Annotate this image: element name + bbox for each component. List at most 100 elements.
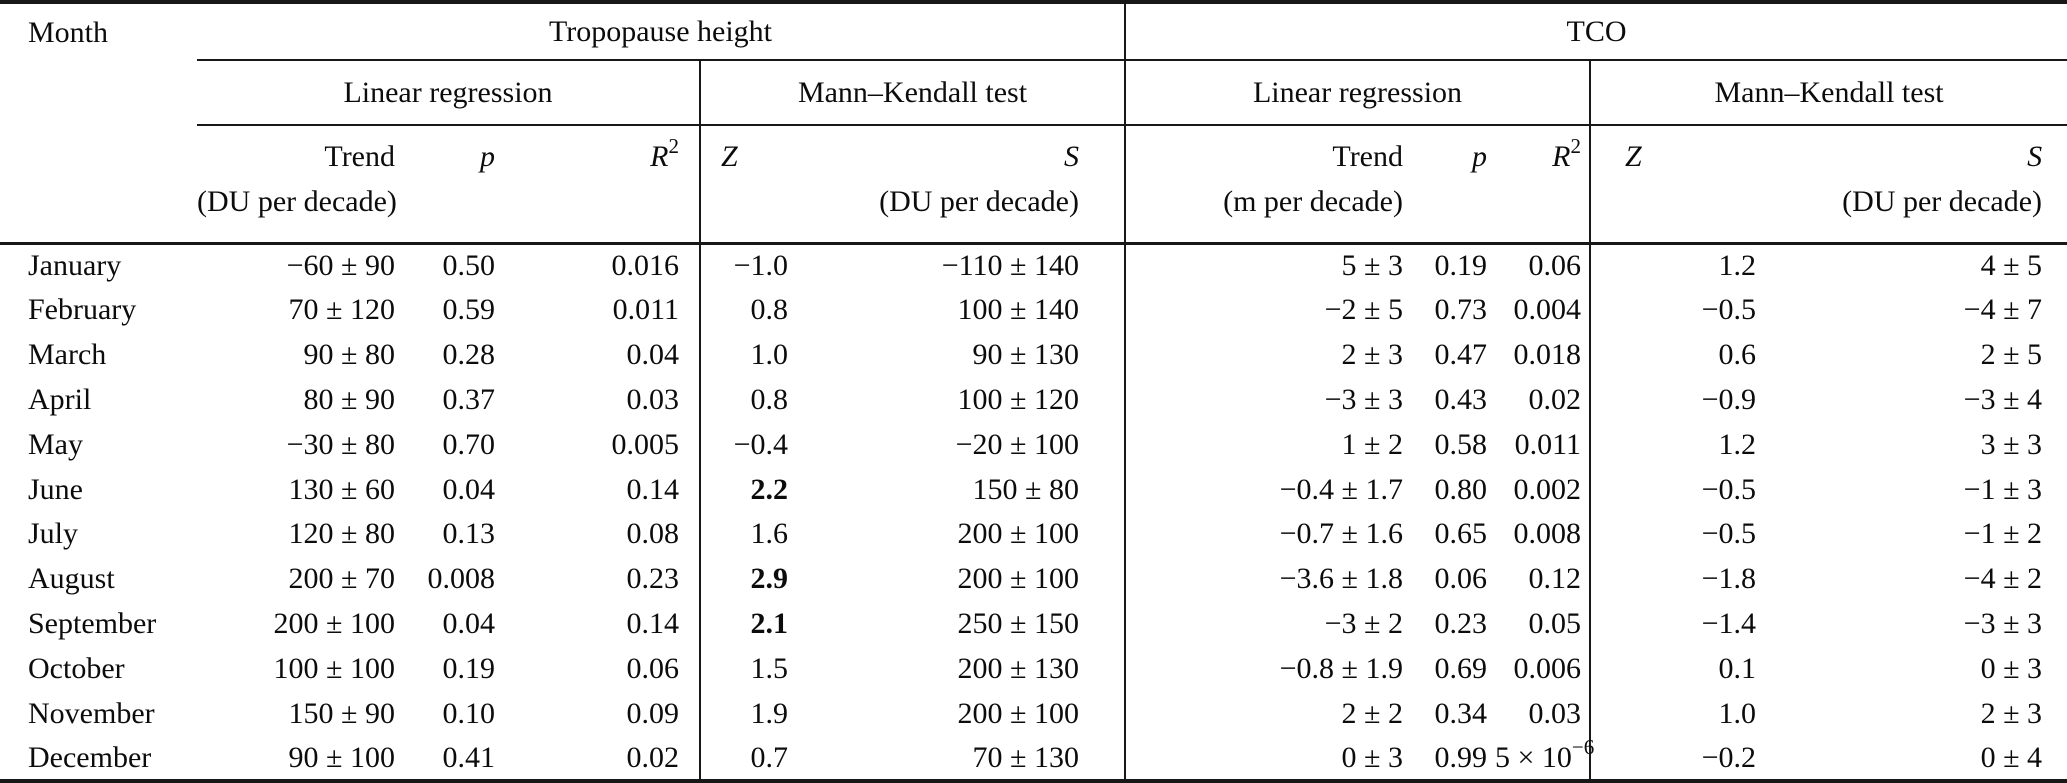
column-header-trop-z: Z bbox=[699, 125, 798, 245]
s-label: S bbox=[2027, 140, 2043, 174]
trop-z-cell: 1.6 bbox=[699, 512, 798, 557]
column-header-tco-p: p bbox=[1413, 125, 1495, 245]
table-row-december: December 90 ± 100 0.41 0.02 0.7 70 ± 130… bbox=[0, 736, 2067, 781]
trop-trend-cell: 150 ± 90 bbox=[288, 696, 395, 730]
trop-trend-cell: 80 ± 90 bbox=[303, 383, 395, 417]
subheader-trop-mann-kendall: Mann–Kendall test bbox=[699, 60, 1125, 127]
trend-unit: (m per decade) bbox=[1223, 185, 1403, 219]
column-header-tco-z: Z bbox=[1589, 125, 1768, 245]
trop-trend-cell: 200 ± 100 bbox=[273, 607, 395, 641]
tco-r2-cell: 0.05 bbox=[1528, 607, 1582, 641]
r-sup: 2 bbox=[1570, 134, 1582, 159]
tco-trend-cell: −0.8 ± 1.9 bbox=[1124, 646, 1413, 692]
tco-p-cell: 0.58 bbox=[1434, 427, 1488, 461]
trop-z-cell: 0.8 bbox=[699, 377, 798, 423]
trop-r2-cell: 0.04 bbox=[626, 338, 680, 372]
trop-trend-cell: 200 ± 70 bbox=[288, 562, 395, 596]
trop-p-cell: 0.13 bbox=[442, 517, 496, 551]
trop-r2-cell: 0.23 bbox=[626, 562, 680, 596]
trop-trend-cell: −30 ± 80 bbox=[286, 427, 395, 461]
trop-r2-cell: 0.02 bbox=[626, 740, 680, 774]
tco-p-cell: 0.43 bbox=[1434, 383, 1488, 417]
trop-z-cell: −0.4 bbox=[699, 422, 798, 468]
s-unit: (DU per decade) bbox=[879, 185, 1079, 219]
trop-z-cell: 0.8 bbox=[699, 288, 798, 333]
trop-s-cell: 200 ± 100 bbox=[957, 562, 1079, 596]
tco-r2-exponent: −6 bbox=[1571, 734, 1595, 759]
month-cell: March bbox=[28, 338, 107, 372]
r-sup: 2 bbox=[668, 134, 680, 159]
tco-z-cell: 0.1 bbox=[1589, 646, 1768, 692]
tco-trend-cell: −2 ± 5 bbox=[1124, 288, 1413, 333]
month-cell: October bbox=[28, 651, 125, 685]
r-label: R bbox=[650, 140, 669, 174]
trop-s-cell: 70 ± 130 bbox=[972, 740, 1079, 774]
trop-p-cell: 0.41 bbox=[442, 740, 496, 774]
trop-p-cell: 0.008 bbox=[427, 562, 496, 596]
trop-p-cell: 0.04 bbox=[442, 472, 496, 506]
trop-z-cell: 1.0 bbox=[699, 332, 798, 378]
r-label: R bbox=[1552, 140, 1571, 174]
trop-p-cell: 0.50 bbox=[442, 249, 496, 283]
tco-trend-cell: 2 ± 3 bbox=[1124, 332, 1413, 378]
group-header-row: Month Tropopause height TCO bbox=[0, 2, 2067, 245]
tco-s-cell: 3 ± 3 bbox=[1980, 427, 2043, 461]
tco-p-cell: 0.69 bbox=[1434, 651, 1488, 685]
month-cell: November bbox=[28, 696, 155, 730]
trop-p-cell: 0.70 bbox=[442, 427, 496, 461]
tco-r2-cell: 0.011 bbox=[1514, 427, 1581, 461]
tco-p-cell: 0.34 bbox=[1434, 696, 1488, 730]
trop-p-cell: 0.10 bbox=[442, 696, 496, 730]
column-header-row: Trend (DU per decade) p R2 Z S (DU per d… bbox=[0, 125, 2067, 245]
trop-z-cell: 1.5 bbox=[699, 646, 798, 692]
trop-s-cell: 100 ± 140 bbox=[957, 293, 1079, 327]
trend-label: Trend bbox=[1332, 140, 1403, 174]
p-label: p bbox=[1472, 140, 1487, 174]
trop-s-cell: 100 ± 120 bbox=[957, 383, 1079, 417]
p-label: p bbox=[480, 140, 495, 174]
trop-trend-cell: 100 ± 100 bbox=[273, 651, 395, 685]
tco-p-cell: 0.23 bbox=[1434, 607, 1488, 641]
tco-z-cell: 1.0 bbox=[1589, 691, 1768, 737]
month-cell: May bbox=[28, 427, 83, 461]
trop-r2-cell: 0.06 bbox=[626, 651, 680, 685]
trop-z-cell-significant: 2.2 bbox=[699, 467, 798, 513]
trop-s-cell: 200 ± 130 bbox=[957, 651, 1079, 685]
column-header-month: Month bbox=[0, 2, 197, 245]
table-row-november: November 150 ± 90 0.10 0.09 1.9 200 ± 10… bbox=[0, 691, 2067, 737]
tco-s-cell: −1 ± 2 bbox=[1963, 517, 2043, 551]
tco-s-cell: 0 ± 4 bbox=[1980, 740, 2043, 774]
tco-z-cell: 0.6 bbox=[1589, 332, 1768, 378]
tco-trend-cell: 1 ± 2 bbox=[1124, 422, 1413, 468]
column-header-trop-r2: R2 bbox=[505, 125, 700, 245]
group-header-tco: TCO bbox=[1123, 2, 2067, 62]
trop-p-cell: 0.59 bbox=[442, 293, 496, 327]
tco-r2-cell-scientific: 5 × 10−6 bbox=[1495, 736, 1594, 781]
column-header-tco-s: S (DU per decade) bbox=[1768, 125, 2067, 245]
tco-s-cell: −4 ± 2 bbox=[1963, 562, 2043, 596]
tco-r2-cell: 0.03 bbox=[1528, 696, 1582, 730]
trop-p-cell: 0.19 bbox=[442, 651, 496, 685]
trop-trend-cell: 130 ± 60 bbox=[288, 472, 395, 506]
tco-p-cell: 0.19 bbox=[1434, 249, 1488, 283]
table-row-may: May −30 ± 80 0.70 0.005 −0.4 −20 ± 100 1… bbox=[0, 422, 2067, 468]
trop-s-cell: 90 ± 130 bbox=[972, 338, 1079, 372]
tco-p-cell: 0.80 bbox=[1434, 472, 1488, 506]
trop-z-cell-significant: 2.1 bbox=[699, 601, 798, 647]
trop-p-cell: 0.28 bbox=[442, 338, 496, 372]
column-header-tco-r2: R2 bbox=[1495, 125, 1590, 245]
column-header-tco-trend: Trend (m per decade) bbox=[1124, 125, 1413, 245]
trop-z-cell-significant: 2.9 bbox=[699, 556, 798, 602]
z-label: Z bbox=[1625, 140, 1642, 174]
tco-s-cell: −3 ± 4 bbox=[1963, 383, 2043, 417]
table-row-january: January −60 ± 90 0.50 0.016 −1.0 −110 ± … bbox=[0, 243, 2067, 289]
tco-trend-cell: 0 ± 3 bbox=[1124, 736, 1413, 781]
trend-unit: (DU per decade) bbox=[197, 185, 397, 219]
trop-s-cell: 200 ± 100 bbox=[957, 696, 1079, 730]
trop-r2-cell: 0.005 bbox=[611, 427, 680, 461]
trop-r2-cell: 0.08 bbox=[626, 517, 680, 551]
table-row-september: September 200 ± 100 0.04 0.14 2.1 250 ± … bbox=[0, 601, 2067, 647]
trop-trend-cell: 120 ± 80 bbox=[288, 517, 395, 551]
tco-z-cell: −1.4 bbox=[1589, 601, 1768, 647]
table-row-march: March 90 ± 80 0.28 0.04 1.0 90 ± 130 2 ±… bbox=[0, 332, 2067, 378]
